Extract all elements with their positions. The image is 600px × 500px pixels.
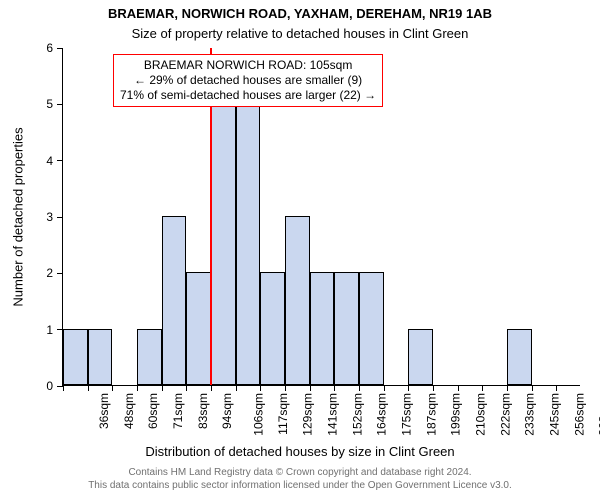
x-tick-label: 199sqm	[449, 393, 463, 436]
x-tick-label: 36sqm	[97, 393, 111, 429]
x-tick-label: 117sqm	[275, 393, 289, 435]
x-tick	[63, 385, 64, 391]
footer-line1: Contains HM Land Registry data © Crown c…	[128, 467, 471, 478]
x-tick-label: 245sqm	[548, 393, 562, 436]
x-tick-label: 141sqm	[326, 393, 340, 436]
x-tick	[359, 385, 360, 391]
x-tick-label: 210sqm	[474, 393, 488, 436]
chart-container: { "chart": { "type": "histogram", "title…	[0, 0, 600, 500]
y-tick-label: 4	[46, 154, 63, 168]
histogram-bar	[408, 329, 433, 385]
histogram-bar	[236, 103, 261, 385]
annotation-line1: BRAEMAR NORWICH ROAD: 105sqm	[144, 58, 352, 72]
x-tick	[384, 385, 385, 391]
footer-attribution: Contains HM Land Registry data © Crown c…	[0, 466, 600, 492]
x-tick	[408, 385, 409, 391]
x-tick-label: 83sqm	[196, 393, 210, 429]
y-tick-label: 1	[46, 323, 63, 337]
annotation-line2: ← 29% of detached houses are smaller (9)	[134, 73, 362, 87]
x-tick	[532, 385, 533, 391]
x-tick	[186, 385, 187, 391]
x-tick	[88, 385, 89, 391]
plot-area: 012345636sqm48sqm60sqm71sqm83sqm94sqm106…	[62, 48, 580, 386]
histogram-bar	[310, 272, 335, 385]
x-tick	[137, 385, 138, 391]
histogram-bar	[507, 329, 532, 385]
y-tick-label: 3	[46, 210, 63, 224]
y-tick-label: 5	[46, 97, 63, 111]
x-tick-label: 152sqm	[350, 393, 364, 436]
x-tick	[112, 385, 113, 391]
annotation-line3: 71% of semi-detached houses are larger (…	[120, 88, 376, 102]
x-tick-label: 129sqm	[301, 393, 315, 436]
y-tick-label: 6	[46, 41, 63, 55]
x-tick-label: 233sqm	[523, 393, 537, 436]
histogram-bar	[63, 329, 88, 385]
x-tick-label: 256sqm	[572, 393, 586, 436]
x-tick-label: 175sqm	[400, 393, 414, 436]
chart-title: BRAEMAR, NORWICH ROAD, YAXHAM, DEREHAM, …	[0, 6, 600, 21]
y-tick-label: 2	[46, 266, 63, 280]
x-tick	[310, 385, 311, 391]
x-axis-label: Distribution of detached houses by size …	[0, 444, 600, 459]
x-tick	[556, 385, 557, 391]
x-tick	[260, 385, 261, 391]
y-tick-label: 0	[46, 379, 63, 393]
x-tick	[211, 385, 212, 391]
footer-line2: This data contains public sector informa…	[88, 480, 512, 491]
x-tick-label: 48sqm	[122, 393, 136, 429]
x-tick-label: 106sqm	[252, 393, 266, 436]
x-tick-label: 71sqm	[171, 393, 185, 429]
x-tick	[433, 385, 434, 391]
histogram-bar	[334, 272, 359, 385]
histogram-bar	[137, 329, 162, 385]
annotation-box: BRAEMAR NORWICH ROAD: 105sqm← 29% of det…	[113, 54, 383, 107]
x-tick	[162, 385, 163, 391]
histogram-bar	[162, 216, 187, 385]
histogram-bar	[260, 272, 285, 385]
x-tick-label: 222sqm	[498, 393, 512, 436]
x-tick	[458, 385, 459, 391]
x-tick-label: 60sqm	[146, 393, 160, 429]
histogram-bar	[88, 329, 113, 385]
y-axis-label: Number of detached properties	[11, 127, 26, 306]
x-tick-label: 164sqm	[375, 393, 389, 436]
histogram-bar	[186, 272, 211, 385]
x-tick-label: 187sqm	[424, 393, 438, 436]
histogram-bar	[285, 216, 310, 385]
x-tick	[285, 385, 286, 391]
x-tick	[482, 385, 483, 391]
chart-subtitle: Size of property relative to detached ho…	[0, 26, 600, 41]
x-tick	[334, 385, 335, 391]
x-tick	[236, 385, 237, 391]
x-tick-label: 94sqm	[220, 393, 234, 429]
x-tick	[507, 385, 508, 391]
histogram-bar	[359, 272, 384, 385]
histogram-bar	[211, 103, 236, 385]
